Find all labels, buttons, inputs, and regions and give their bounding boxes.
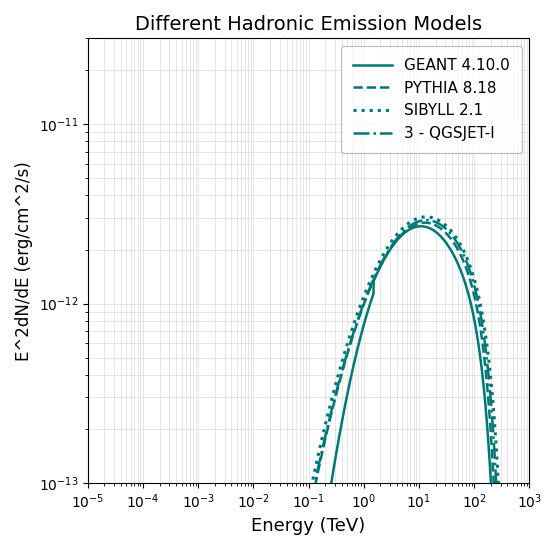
PYTHIA 8.18 (414, 221, 421, 227)
3 - QGSJET-I (372, 273, 378, 279)
X-axis label: Energy (TeV): Energy (TeV) (251, 517, 366, 535)
3 - QGSJET-I (423, 217, 429, 223)
Line: SIBYLL 2.1: SIBYLL 2.1 (88, 217, 529, 550)
PYTHIA 8.18 (349, 333, 356, 340)
3 - QGSJET-I (349, 332, 356, 339)
GEANT 4.10.0 (414, 223, 421, 230)
GEANT 4.10.0 (448, 247, 455, 254)
SIBYLL 2.1 (372, 267, 378, 274)
GEANT 4.10.0 (418, 223, 424, 229)
Line: GEANT 4.10.0: GEANT 4.10.0 (88, 226, 529, 550)
PYTHIA 8.18 (372, 274, 378, 280)
GEANT 4.10.0 (372, 274, 378, 281)
3 - QGSJET-I (448, 231, 455, 238)
3 - QGSJET-I (414, 218, 421, 225)
SIBYLL 2.1 (423, 213, 429, 220)
Line: 3 - QGSJET-I: 3 - QGSJET-I (88, 220, 529, 550)
SIBYLL 2.1 (349, 324, 356, 331)
SIBYLL 2.1 (448, 227, 455, 234)
GEANT 4.10.0 (349, 366, 356, 373)
Title: Different Hadronic Emission Models: Different Hadronic Emission Models (135, 15, 482, 34)
Legend: GEANT 4.10.0, PYTHIA 8.18, SIBYLL 2.1, 3 - QGSJET-I: GEANT 4.10.0, PYTHIA 8.18, SIBYLL 2.1, 3… (341, 46, 522, 153)
SIBYLL 2.1 (414, 215, 421, 222)
PYTHIA 8.18 (448, 235, 455, 242)
Line: PYTHIA 8.18: PYTHIA 8.18 (88, 223, 529, 550)
PYTHIA 8.18 (422, 219, 428, 226)
Y-axis label: E^2dN/dE (erg/cm^2/s): E^2dN/dE (erg/cm^2/s) (15, 161, 33, 361)
